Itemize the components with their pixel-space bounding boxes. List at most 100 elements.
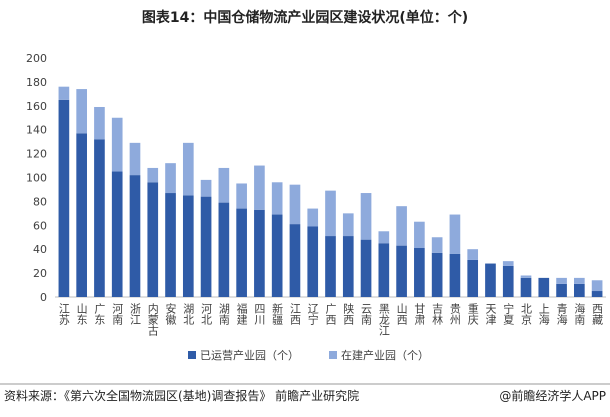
bar-segment xyxy=(165,163,176,194)
x-tick-label: 广西 xyxy=(324,303,337,325)
bar-segment xyxy=(289,184,301,225)
bar-segment xyxy=(591,291,603,297)
bar-segment xyxy=(467,249,479,260)
bar-segment xyxy=(76,133,87,297)
bar-segment xyxy=(254,209,265,297)
bar-segment xyxy=(58,99,70,297)
legend-label: 已运营产业园（个） xyxy=(200,348,299,362)
x-tick-label: 四川 xyxy=(253,303,266,325)
chart-title: 图表14：中国仓储物流产业园区建设状况(单位：个) xyxy=(142,9,468,26)
x-tick-label: 海南 xyxy=(573,302,586,325)
x-tick-label: 辽宁 xyxy=(306,303,319,325)
x-tick-label: 新疆 xyxy=(271,302,284,325)
bar-segment xyxy=(289,224,301,297)
bar-segment xyxy=(271,214,283,297)
bar-segment xyxy=(307,208,319,227)
y-tick-label: 200 xyxy=(26,52,47,65)
x-tick-label: 贵州 xyxy=(448,303,461,325)
x-tick-label: 吉林 xyxy=(431,303,444,325)
bar-segment xyxy=(360,193,372,240)
bar-segment xyxy=(325,190,336,237)
x-tick-label: 陕西 xyxy=(342,302,355,325)
bar-segment xyxy=(200,179,212,197)
x-tick-label: 黑龙江 xyxy=(377,303,390,336)
y-tick-label: 60 xyxy=(33,219,47,232)
bar-segment xyxy=(574,283,585,297)
x-tick-label: 河北 xyxy=(200,303,213,325)
bar-segment xyxy=(76,89,87,134)
x-tick-label: 安徽 xyxy=(164,302,177,326)
bar-segment xyxy=(556,277,567,284)
bar-segment xyxy=(129,142,141,176)
bar-segment xyxy=(147,182,159,297)
bar-segment xyxy=(396,206,407,246)
bar-segment xyxy=(538,277,550,297)
legend-swatch xyxy=(188,351,196,359)
bar-segment xyxy=(449,253,461,297)
bar-segment xyxy=(182,195,194,297)
bar-segment xyxy=(236,183,247,209)
bar-segment xyxy=(414,248,425,297)
bar-segment xyxy=(94,139,105,297)
x-tick-label: 湖北 xyxy=(182,303,195,325)
legend-label: 在建产业园（个） xyxy=(341,348,429,362)
y-tick-label: 140 xyxy=(26,124,47,137)
bar-segment xyxy=(431,252,443,297)
bar-segment xyxy=(200,196,212,297)
bar-segment xyxy=(307,226,319,297)
y-tick-label: 20 xyxy=(33,267,47,280)
bar-segment xyxy=(342,236,354,297)
bar-segment xyxy=(414,221,425,249)
x-tick-label: 福建 xyxy=(235,302,248,326)
x-tick-label: 重庆 xyxy=(466,302,479,326)
x-tick-label: 江西 xyxy=(288,303,301,325)
x-tick-label: 天津 xyxy=(484,303,497,325)
bar-segment xyxy=(254,165,265,210)
bar-segment xyxy=(502,261,514,266)
bar-segment xyxy=(58,86,70,100)
credit: @前瞻经济学人APP xyxy=(499,388,606,403)
bar-segment xyxy=(165,193,176,297)
bar-segment xyxy=(556,283,567,297)
bar-segment xyxy=(147,167,159,183)
bar-segment xyxy=(431,237,443,253)
y-tick-label: 120 xyxy=(26,148,47,161)
x-tick-label: 北京 xyxy=(520,303,533,326)
bar-segment xyxy=(218,167,230,203)
x-tick-label: 湖南 xyxy=(217,303,230,325)
bar-segment xyxy=(378,243,390,297)
y-tick-label: 100 xyxy=(26,172,47,185)
bar-segment xyxy=(236,208,247,297)
source: 资料来源：《第六次全国物流园区(基地)调查报告》 前瞻产业研究院 xyxy=(4,388,359,403)
x-tick-label: 宁夏 xyxy=(502,302,515,325)
x-tick-label: 河南 xyxy=(111,303,124,325)
x-tick-label: 云南 xyxy=(360,303,373,325)
y-tick-label: 40 xyxy=(33,243,47,256)
x-tick-label: 广东 xyxy=(93,303,106,325)
bar-segment xyxy=(574,277,585,284)
bar-segment xyxy=(111,117,123,172)
x-tick-label: 山东 xyxy=(75,303,88,325)
x-tick-label: 浙江 xyxy=(128,303,141,325)
bar-segment xyxy=(502,265,514,297)
bar-segment xyxy=(360,239,372,297)
bar-segment xyxy=(129,175,141,297)
x-tick-label: 青海 xyxy=(555,303,568,326)
x-tick-label: 西藏 xyxy=(591,303,604,326)
bar-segment xyxy=(485,263,496,297)
bar-segment xyxy=(342,213,354,237)
bar-segment xyxy=(591,280,603,292)
y-tick-label: 160 xyxy=(26,100,47,113)
bar-segment xyxy=(520,277,532,297)
bar-segment xyxy=(467,259,479,297)
bar-segment xyxy=(325,236,336,297)
x-tick-label: 江苏 xyxy=(57,303,70,326)
x-tick-label: 山西 xyxy=(395,303,408,325)
bar-segment xyxy=(396,245,407,297)
bar-segment xyxy=(94,106,105,140)
bar-segment xyxy=(378,231,390,244)
x-tick-label: 甘肃 xyxy=(413,303,426,326)
bar-segment xyxy=(182,142,194,196)
y-tick-label: 180 xyxy=(26,76,47,89)
